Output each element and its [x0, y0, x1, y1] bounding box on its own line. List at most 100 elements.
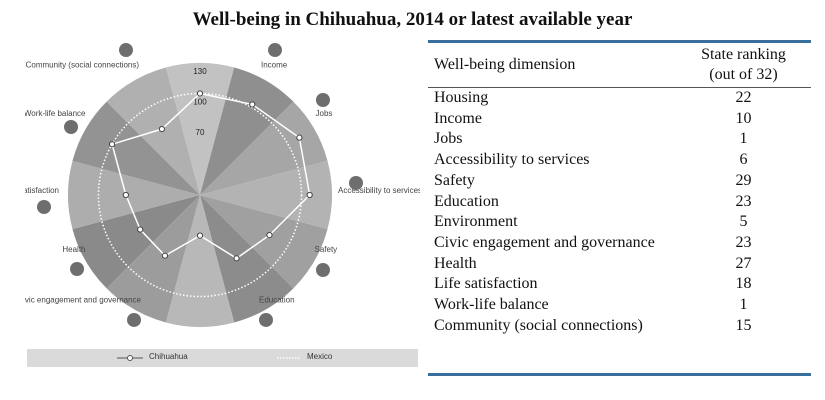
table-row: Housing 22	[428, 88, 811, 109]
axis-label-education: Education	[259, 296, 295, 305]
page-title: Well-being in Chihuahua, 2014 or latest …	[192, 9, 633, 30]
point-civic-engagement-and-governance	[161, 252, 169, 259]
dimension-cell: Civic engagement and governance	[434, 233, 655, 251]
sector-safety	[200, 195, 328, 289]
axis-label-civic-engagement-and-governance: Civic engagement and governance	[25, 296, 142, 305]
point-education	[233, 255, 240, 262]
axis-label-life-satisfaction: Life satisfaction	[25, 186, 59, 195]
tick-label: 130	[193, 67, 207, 76]
sector-health	[72, 195, 200, 289]
table-top-rule	[428, 40, 811, 43]
table-row: Income 10	[428, 109, 811, 130]
rank-cell: 6	[739, 151, 748, 169]
table-row: Accessibility to services 6	[428, 150, 811, 171]
table-row: Health 27	[428, 254, 811, 275]
table-row: Education 23	[428, 192, 811, 213]
dimension-cell: Jobs	[434, 130, 463, 148]
radar-chart: 13010070HousingIncomeJobsAccessibility t…	[25, 40, 420, 370]
legend-mexico-marker	[277, 357, 301, 359]
sector-housing	[165, 63, 235, 196]
series-mexico-line	[97, 92, 303, 298]
health-icon	[70, 262, 85, 276]
tick-label: 100	[193, 97, 207, 106]
header-rank: State ranking (out of 32)	[676, 43, 811, 88]
legend-chihuahua-label: Chihuahua	[149, 352, 188, 361]
dimension-cell: Community (social connections)	[434, 316, 643, 334]
point-life-satisfaction	[122, 191, 129, 199]
accessibility-icon	[349, 176, 363, 190]
header-rank-line2: (out of 32)	[709, 66, 778, 83]
table-row: Life satisfaction 18	[428, 274, 811, 295]
dimension-cell: Environment	[434, 213, 518, 231]
radar-svg: 13010070HousingIncomeJobsAccessibility t…	[25, 43, 420, 365]
axis-label-community-social-connections: Community (social connections)	[26, 60, 140, 69]
sector-life-satisfaction	[68, 160, 200, 230]
community-icon	[119, 43, 133, 58]
point-health	[137, 226, 144, 233]
point-community-social-connections	[158, 125, 166, 133]
point-jobs	[296, 134, 303, 141]
axis-label-safety: Safety	[315, 245, 338, 254]
rank-cell: 1	[739, 130, 748, 148]
sector-work-life-balance	[72, 101, 200, 195]
life-satisfaction-icon	[37, 200, 51, 214]
rank-cell: 18	[735, 275, 752, 293]
table-row: Safety 29	[428, 171, 811, 192]
axis-label-accessibility-to-services: Accessibility to services	[338, 186, 420, 195]
dimension-cell: Life satisfaction	[434, 275, 538, 293]
rank-cell: 29	[735, 171, 752, 189]
table-row: Work-life balance 1	[428, 295, 811, 316]
rank-cell: 23	[735, 233, 752, 251]
table-row: Civic engagement and governance 23	[428, 233, 811, 254]
rank-cell: 27	[735, 254, 752, 272]
briefcase-icon	[315, 93, 330, 107]
balance-icon	[64, 120, 79, 134]
header-dimension: Well-being dimension	[428, 43, 676, 88]
rank-cell: 22	[735, 89, 752, 106]
dimension-cell: Safety	[434, 171, 475, 189]
table-bottom-rule	[428, 373, 811, 376]
point-work-life-balance	[108, 141, 116, 148]
axis-label-health: Health	[62, 245, 85, 254]
axis-label-jobs: Jobs	[316, 109, 333, 118]
dimension-cell: Accessibility to services	[434, 151, 590, 169]
rank-cell: 23	[735, 192, 752, 210]
rank-cell: 5	[739, 213, 748, 231]
ranking-table: Well-being dimension State ranking (out …	[428, 43, 811, 336]
dimension-cell: Work-life balance	[434, 296, 549, 314]
table-header-row: Well-being dimension State ranking (out …	[428, 43, 811, 88]
point-housing	[196, 90, 204, 97]
legend-mexico-label: Mexico	[307, 352, 333, 361]
ranking-table-container: Well-being dimension State ranking (out …	[428, 40, 811, 336]
sector-environment	[165, 195, 235, 327]
tick-label: 70	[196, 128, 205, 137]
point-environment	[196, 232, 204, 239]
rank-cell: 1	[739, 296, 748, 314]
legend-chihuahua-marker	[117, 355, 143, 361]
sector-education	[200, 195, 294, 323]
point-income	[249, 101, 256, 108]
rank-cell: 10	[735, 109, 752, 127]
axis-label-income: Income	[261, 60, 288, 69]
dimension-cell: Health	[434, 254, 477, 272]
rank-cell: 15	[735, 316, 752, 334]
money-icon	[268, 43, 282, 58]
safety-icon	[315, 263, 330, 277]
sector-income	[200, 67, 294, 195]
table-row: Jobs 1	[428, 129, 811, 150]
education-icon	[259, 312, 273, 327]
table-row: Community (social connections) 15	[428, 316, 811, 337]
chart-legend: Chihuahua Mexico	[27, 349, 418, 367]
sector-civic-engagement-and-governance	[106, 195, 200, 323]
point-accessibility-to-services	[306, 191, 313, 199]
sector-jobs	[200, 101, 328, 195]
dimension-cell: Housing	[434, 89, 489, 106]
table-row: Environment 5	[428, 212, 811, 233]
axis-label-work-life-balance: Work-life balance	[25, 109, 86, 118]
dimension-cell: Income	[434, 109, 482, 127]
header-rank-line1: State ranking	[701, 46, 786, 63]
sector-accessibility-to-services	[200, 160, 332, 230]
governance-icon	[127, 312, 141, 327]
point-safety	[266, 232, 273, 239]
dimension-cell: Education	[434, 192, 499, 210]
